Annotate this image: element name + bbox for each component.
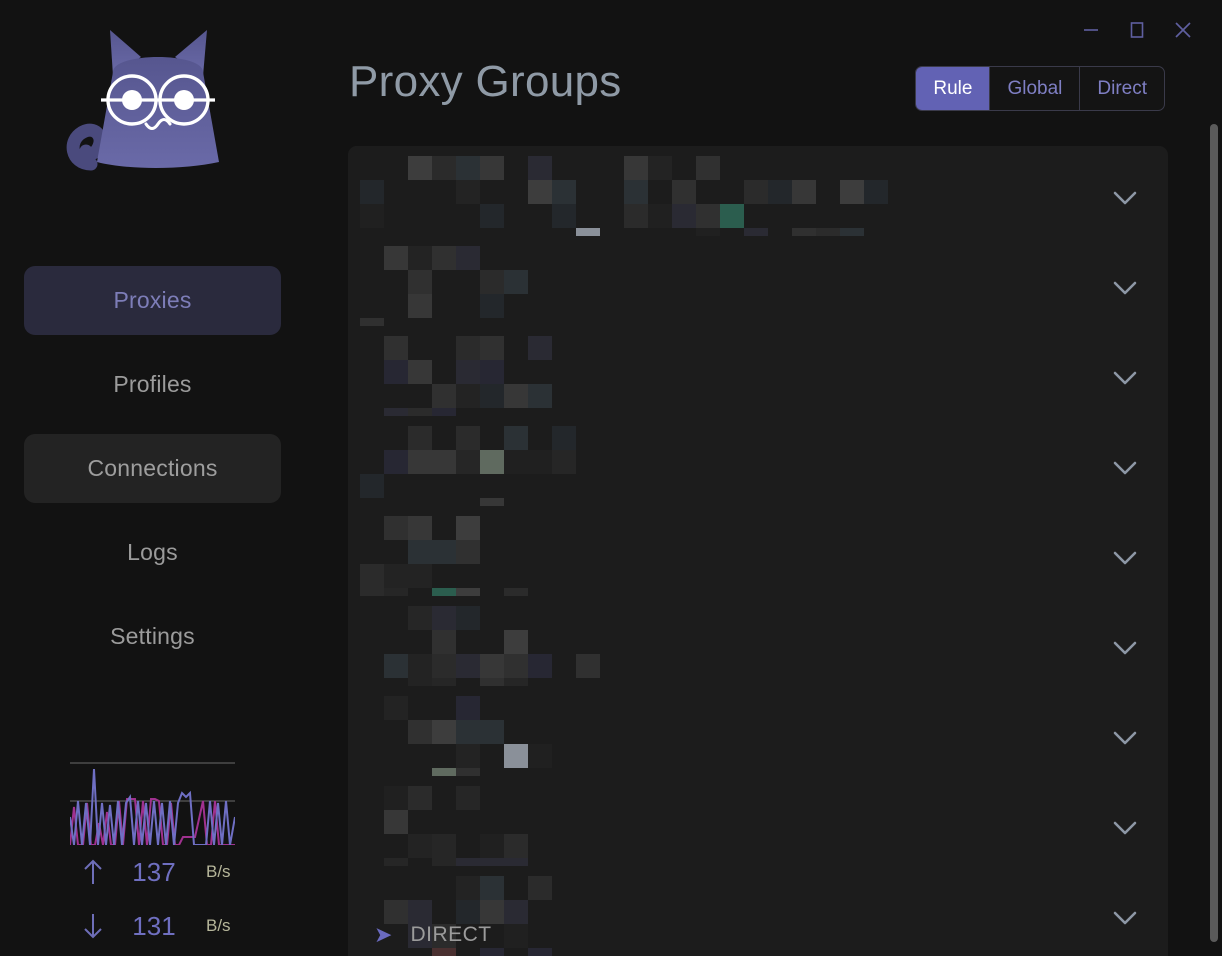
direct-proxy-label: DIRECT	[410, 923, 492, 946]
redacted-group-name	[348, 506, 1148, 596]
minimize-button[interactable]	[1068, 12, 1114, 48]
sidebar-nav: Proxies Profiles Connections Logs Settin…	[0, 266, 305, 686]
mode-direct-button[interactable]: Direct	[1080, 67, 1164, 110]
sidebar-item-label: Connections	[87, 455, 218, 481]
redacted-group-name	[348, 686, 1148, 776]
window-controls	[1068, 12, 1206, 48]
redacted-group-name	[348, 776, 1148, 866]
cat-logo-icon	[66, 30, 219, 171]
arrow-down-icon	[70, 913, 116, 939]
redacted-group-name	[348, 416, 1148, 506]
arrow-up-icon	[70, 859, 116, 885]
close-icon	[1175, 22, 1191, 38]
redacted-group-name	[348, 596, 1148, 686]
proxy-group-row[interactable]	[348, 776, 1168, 866]
chevron-down-icon[interactable]	[1112, 190, 1138, 211]
upload-speed-value: 137	[132, 856, 176, 887]
sidebar-item-profiles[interactable]: Profiles	[24, 350, 281, 419]
redacted-group-name	[348, 146, 1148, 236]
scrollbar-thumb[interactable]	[1210, 124, 1218, 942]
download-speed-unit: B/s	[206, 916, 231, 935]
proxy-group-row[interactable]	[348, 596, 1168, 686]
sidebar-item-proxies[interactable]: Proxies	[24, 266, 281, 335]
mode-global-button[interactable]: Global	[990, 67, 1081, 110]
proxy-group-row[interactable]	[348, 146, 1168, 236]
redacted-group-name	[348, 326, 1148, 416]
redacted-group-name	[348, 236, 1148, 326]
traffic-widget: 137 B/s 131 B/s	[70, 757, 270, 953]
proxy-group-row[interactable]	[348, 326, 1168, 416]
redacted-group-name	[348, 866, 1148, 956]
maximize-button[interactable]	[1114, 12, 1160, 48]
download-stat: 131 B/s	[70, 899, 270, 953]
chevron-down-icon[interactable]	[1112, 640, 1138, 661]
download-speed-value: 131	[132, 910, 176, 941]
sidebar-item-label: Proxies	[113, 287, 192, 313]
chevron-down-icon[interactable]	[1112, 550, 1138, 571]
proxy-groups-panel: ➤ DIRECT	[348, 146, 1168, 956]
proxy-group-row[interactable]	[348, 416, 1168, 506]
traffic-sparkline	[70, 762, 235, 845]
vertical-scrollbar[interactable]	[1210, 124, 1218, 942]
sidebar-item-label: Profiles	[113, 371, 192, 397]
proxy-group-row[interactable]	[348, 506, 1168, 596]
close-button[interactable]	[1160, 12, 1206, 48]
chevron-down-icon[interactable]	[1112, 820, 1138, 841]
chevron-down-icon[interactable]	[1112, 730, 1138, 751]
sidebar-item-label: Settings	[110, 623, 195, 649]
chevron-down-icon[interactable]	[1112, 370, 1138, 391]
mode-rule-button[interactable]: Rule	[916, 67, 991, 110]
chevron-down-icon[interactable]	[1112, 280, 1138, 301]
upload-speed-unit: B/s	[206, 862, 231, 881]
proxy-group-row[interactable]	[348, 866, 1168, 956]
sidebar: Proxies Profiles Connections Logs Settin…	[0, 0, 330, 956]
sidebar-item-label: Logs	[127, 539, 178, 565]
sidebar-item-logs[interactable]: Logs	[24, 518, 281, 587]
send-arrow-icon: ➤	[374, 922, 393, 947]
sidebar-item-connections[interactable]: Connections	[24, 434, 281, 503]
app-logo	[0, 14, 305, 234]
maximize-icon	[1130, 22, 1144, 38]
proxy-group-row[interactable]	[348, 686, 1168, 776]
minimize-icon	[1084, 29, 1098, 31]
sidebar-item-settings[interactable]: Settings	[24, 602, 281, 671]
upload-stat: 137 B/s	[70, 845, 270, 899]
page-title: Proxy Groups	[349, 57, 622, 106]
chevron-down-icon[interactable]	[1112, 910, 1138, 931]
mode-switch: Rule Global Direct	[915, 66, 1165, 111]
direct-proxy-entry[interactable]: ➤ DIRECT	[348, 914, 1168, 956]
chevron-down-icon[interactable]	[1112, 460, 1138, 481]
proxy-group-row[interactable]	[348, 236, 1168, 326]
